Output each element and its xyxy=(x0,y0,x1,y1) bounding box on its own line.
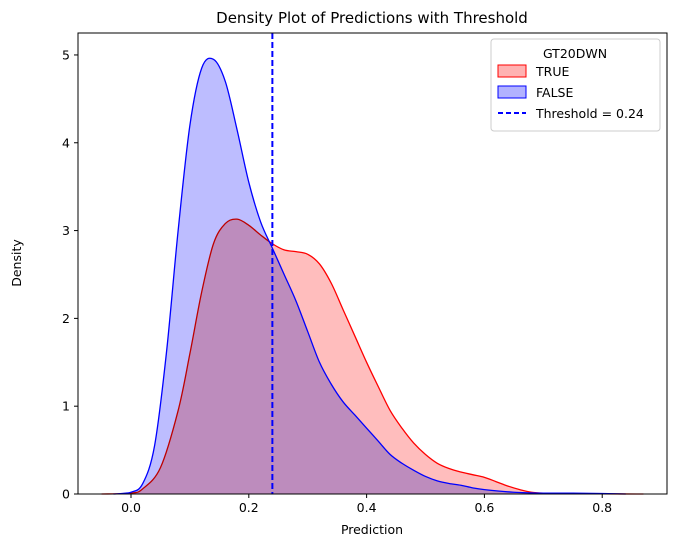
x-axis-ticks: 0.0 0.2 0.4 0.6 0.8 xyxy=(121,494,612,515)
y-tick-label: 0 xyxy=(62,487,70,502)
y-tick-label: 4 xyxy=(62,135,70,150)
series-layer xyxy=(101,57,644,495)
x-tick-label: 0.6 xyxy=(474,500,494,515)
y-axis-ticks: 0 1 2 3 4 5 xyxy=(62,47,78,502)
chart-title: Density Plot of Predictions with Thresho… xyxy=(216,9,528,27)
y-tick-label: 3 xyxy=(62,223,70,238)
y-tick-label: 5 xyxy=(62,47,70,62)
legend-true-swatch xyxy=(497,64,527,78)
plot-area xyxy=(77,32,668,495)
legend-true-label: TRUE xyxy=(535,64,569,79)
x-tick-label: 0.4 xyxy=(357,500,377,515)
x-axis-label: Prediction xyxy=(341,522,403,537)
x-tick-label: 0.0 xyxy=(121,500,141,515)
y-tick-label: 2 xyxy=(62,311,70,326)
axes-frame xyxy=(77,32,668,495)
legend-threshold-label: Threshold = 0.24 xyxy=(535,106,644,121)
legend-title: GT20DWN xyxy=(543,46,607,61)
x-tick-label: 0.2 xyxy=(239,500,259,515)
legend: GT20DWN TRUE FALSE Threshold = 0.24 xyxy=(490,38,661,132)
legend-false-label: FALSE xyxy=(536,85,573,100)
legend-false-swatch xyxy=(497,85,527,99)
legend-box xyxy=(490,38,661,132)
y-tick-label: 1 xyxy=(62,399,70,414)
x-tick-label: 0.8 xyxy=(592,500,612,515)
series-false-line xyxy=(113,57,626,495)
y-axis-label: Density xyxy=(9,239,24,287)
series-false-area xyxy=(113,58,626,494)
